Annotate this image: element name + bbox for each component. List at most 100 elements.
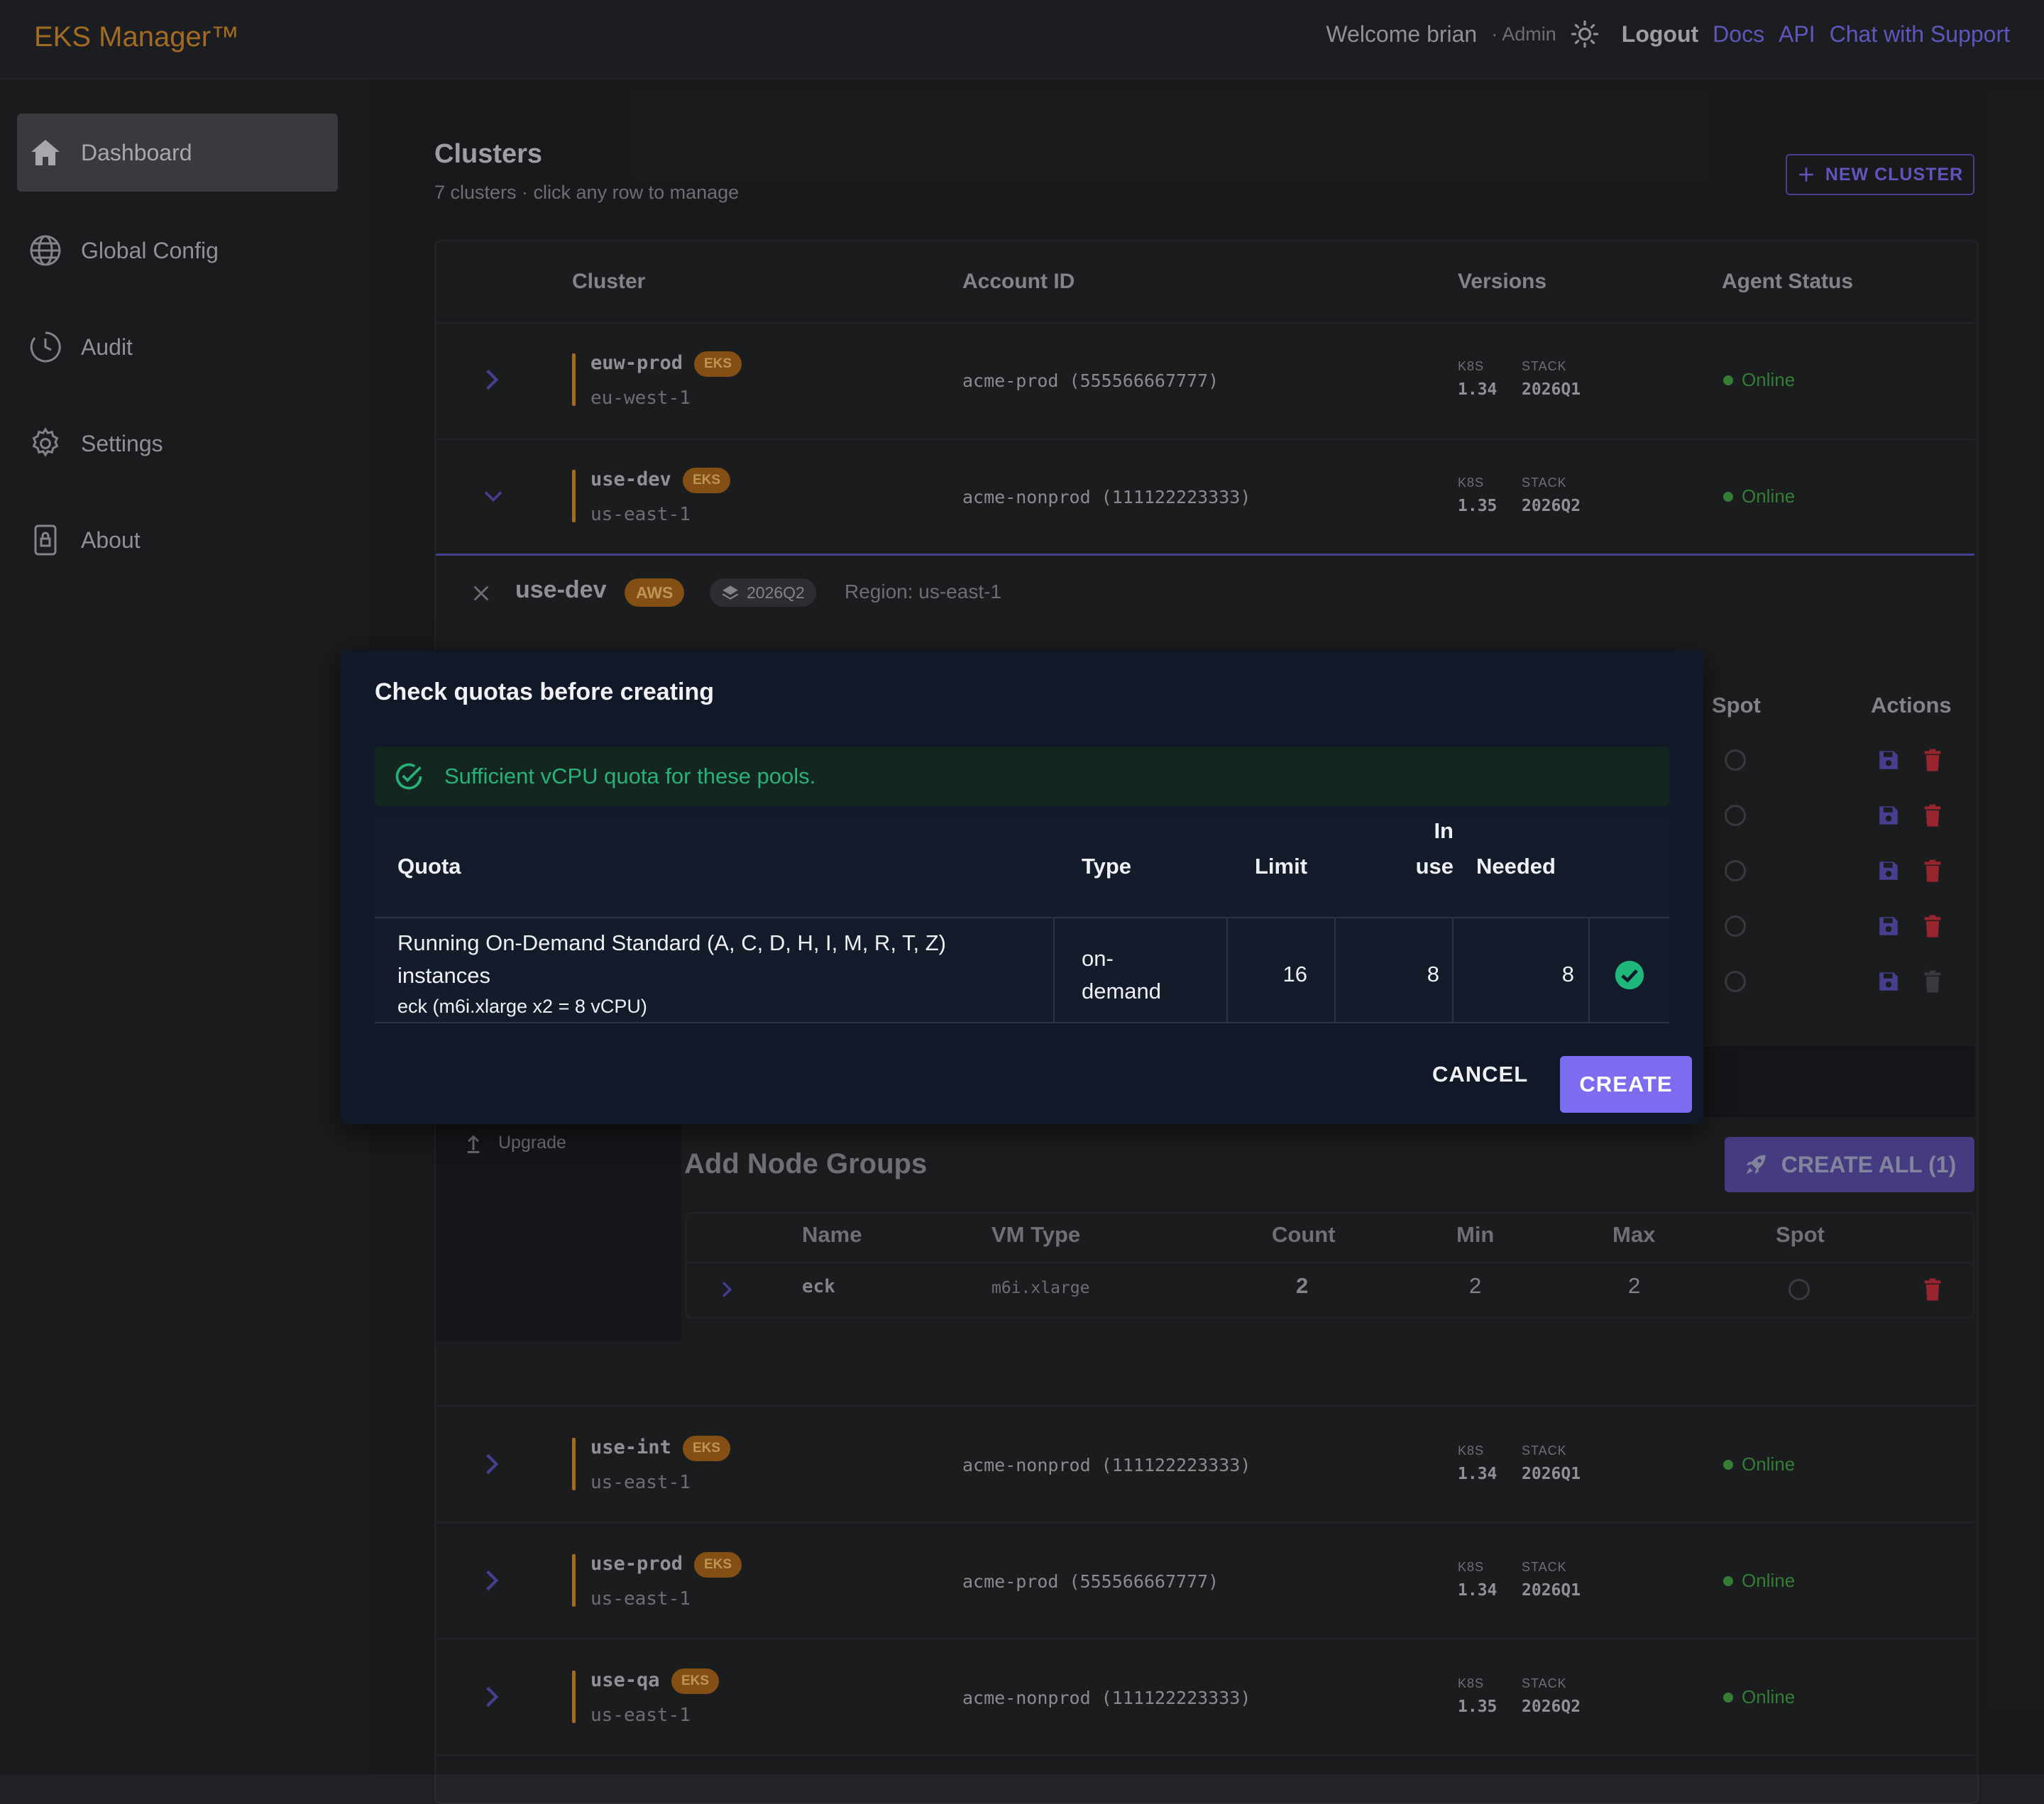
spot-toggle[interactable] (1725, 971, 1746, 992)
layers-icon (721, 583, 740, 602)
cluster-name: use-int (590, 1436, 671, 1458)
column-header-spot: Spot (1712, 693, 1761, 717)
cluster-accent-bar (572, 470, 576, 522)
column-header-in-use-line1: In (1434, 818, 1454, 843)
add-node-groups-table (686, 1212, 1974, 1319)
column-header-cluster[interactable]: Cluster (572, 270, 646, 293)
delete-icon[interactable] (1922, 1277, 1943, 1302)
column-header-versions[interactable]: Versions (1458, 270, 1547, 293)
success-alert: Sufficient vCPU quota for these pools. (375, 747, 1669, 806)
new-cluster-button[interactable]: NEW CLUSTER (1786, 154, 1974, 195)
agent-status: Online (1723, 369, 1795, 391)
sidebar-item-about[interactable]: About (17, 501, 338, 579)
column-header-name: Name (802, 1222, 862, 1247)
chat-support-link[interactable]: Chat with Support (1829, 21, 2010, 47)
count-input[interactable]: 2 (1296, 1273, 1309, 1298)
dialog-title: Check quotas before creating (375, 678, 715, 705)
theme-toggle-icon[interactable] (1571, 20, 1599, 48)
spot-toggle[interactable] (1725, 749, 1746, 771)
quota-name-line2: instances (397, 963, 490, 988)
upgrade-action[interactable]: Upgrade (466, 1133, 566, 1153)
new-cluster-label: NEW CLUSTER (1825, 164, 1964, 185)
min-input[interactable]: 2 (1469, 1273, 1482, 1298)
save-icon[interactable] (1877, 803, 1901, 827)
add-node-groups-title: Add Node Groups (684, 1148, 928, 1179)
max-input[interactable]: 2 (1628, 1273, 1641, 1298)
column-header-agent-status[interactable]: Agent Status (1722, 270, 1854, 293)
cluster-type-badge: EKS (694, 1552, 742, 1578)
provider-badge: AWS (625, 578, 685, 607)
status-text: Online (1742, 1570, 1796, 1591)
row-divider (436, 1405, 1974, 1407)
sidebar-item-settings[interactable]: Settings (17, 405, 338, 483)
status-dot (1723, 1575, 1733, 1586)
gear-icon (28, 427, 62, 461)
account-id: acme-nonprod (111122223333) (962, 1688, 1251, 1708)
page-title: Clusters (434, 139, 543, 169)
sidebar-item-audit[interactable]: Audit (17, 308, 338, 386)
cluster-accent-bar (572, 1671, 576, 1723)
vm-type[interactable]: m6i.xlarge (991, 1279, 1090, 1297)
save-icon[interactable] (1877, 914, 1901, 938)
sidebar-item-global-config[interactable]: Global Config (17, 211, 338, 290)
clock-icon (28, 330, 62, 364)
quota-type-line1: on- (1082, 946, 1114, 971)
save-icon[interactable] (1877, 748, 1901, 772)
cluster-name: use-dev (590, 468, 671, 490)
cancel-button[interactable]: CANCEL (1432, 1062, 1529, 1087)
spot-toggle[interactable] (1725, 805, 1746, 826)
cluster-accent-bar (572, 1554, 576, 1607)
chevron-right-icon[interactable] (483, 1568, 501, 1593)
close-icon[interactable] (471, 583, 491, 603)
page-subtitle: 7 clusters · click any row to manage (434, 182, 740, 203)
stack-label: STACK (1522, 1443, 1567, 1458)
quota-table: Quota Type Limit In use Needed Running O… (375, 818, 1669, 1023)
column-header-spot: Spot (1776, 1222, 1825, 1247)
lock-icon (28, 523, 62, 557)
account-id: acme-prod (555566667777) (962, 1571, 1219, 1592)
brand-logo[interactable]: EKS Manager™ (34, 21, 240, 53)
sidebar-item-dashboard[interactable]: Dashboard (17, 114, 338, 192)
node-group-name[interactable]: eck (802, 1276, 835, 1297)
docs-link[interactable]: Docs (1713, 21, 1765, 47)
k8s-label: K8S (1458, 359, 1485, 373)
delete-icon[interactable] (1922, 748, 1943, 772)
cluster-region: us-east-1 (590, 1588, 691, 1610)
save-icon[interactable] (1877, 969, 1901, 994)
chevron-right-icon[interactable] (483, 1452, 501, 1476)
delete-icon[interactable] (1922, 803, 1943, 827)
stack-version: 2026Q1 (1522, 1581, 1581, 1600)
account-id: acme-prod (555566667777) (962, 370, 1219, 391)
cluster-name: use-prod (590, 1553, 683, 1575)
stack-label: STACK (1522, 359, 1567, 373)
quota-detail: eck (m6i.xlarge x2 = 8 vCPU) (397, 996, 647, 1017)
chevron-right-icon[interactable] (720, 1280, 734, 1299)
column-header-type: Type (1082, 854, 1132, 879)
delete-icon[interactable] (1922, 914, 1943, 938)
spot-toggle[interactable] (1725, 915, 1746, 937)
column-divider (1334, 917, 1336, 1023)
chevron-right-icon[interactable] (483, 368, 501, 392)
chevron-right-icon[interactable] (483, 1685, 501, 1709)
cluster-name: use-qa (590, 1669, 660, 1691)
status-text: Online (1742, 485, 1796, 507)
sidebar-item-label: Global Config (81, 237, 219, 263)
spot-toggle[interactable] (1725, 860, 1746, 881)
cluster-region: eu-west-1 (590, 387, 691, 409)
logout-link[interactable]: Logout (1621, 21, 1699, 47)
create-all-button[interactable]: CREATE ALL (1) (1725, 1137, 1974, 1192)
column-divider (1588, 917, 1590, 1023)
chevron-down-icon[interactable] (483, 488, 504, 504)
create-button[interactable]: CREATE (1560, 1056, 1692, 1113)
column-header-account[interactable]: Account ID (962, 270, 1075, 293)
row-divider (687, 1262, 1973, 1263)
column-header-needed: Needed (1476, 854, 1556, 879)
save-icon[interactable] (1877, 859, 1901, 883)
create-all-label: CREATE ALL (1) (1781, 1151, 1957, 1177)
api-link[interactable]: API (1779, 21, 1815, 47)
column-header-quota: Quota (397, 854, 461, 879)
delete-icon[interactable] (1922, 859, 1943, 883)
spot-toggle[interactable] (1788, 1279, 1810, 1300)
panel-background (1703, 1046, 1974, 1117)
status-text: Online (1742, 1686, 1796, 1707)
